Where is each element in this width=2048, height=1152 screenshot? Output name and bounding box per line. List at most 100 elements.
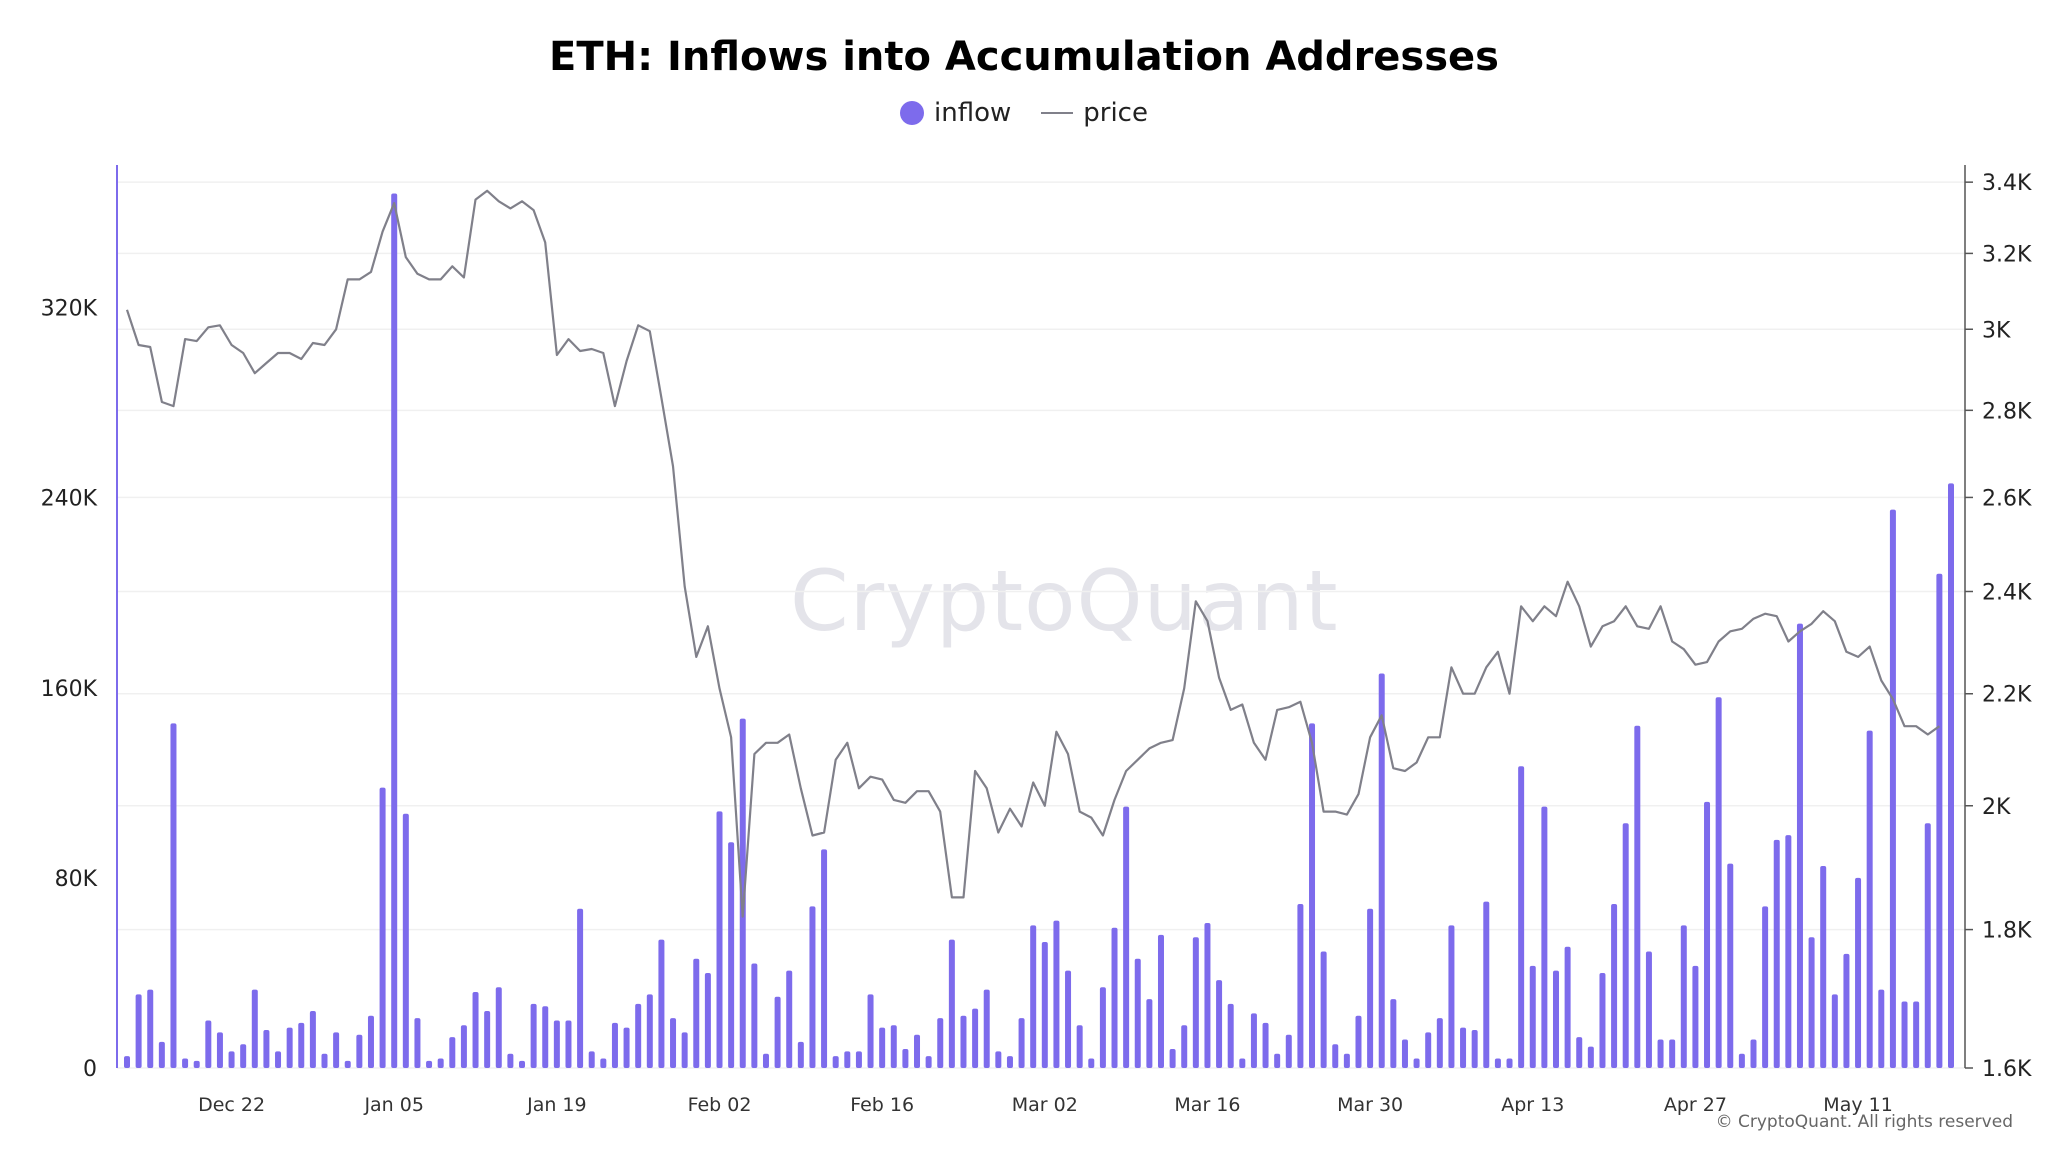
inflow-bar <box>681 1032 688 1068</box>
inflow-bar <box>1099 987 1106 1068</box>
inflow-bar <box>228 1051 235 1068</box>
inflow-bar <box>797 1041 804 1068</box>
inflow-bar <box>1157 934 1164 1068</box>
inflow-bar <box>1483 901 1490 1068</box>
inflow-bar <box>356 1034 363 1068</box>
inflow-bar <box>1367 908 1374 1068</box>
inflow-bar <box>1111 927 1118 1068</box>
inflow-bar <box>809 906 816 1068</box>
inflow-bar <box>1018 1018 1025 1068</box>
inflow-bar <box>1878 989 1885 1068</box>
inflow-bar <box>1506 1058 1513 1068</box>
inflow-bar <box>716 811 723 1068</box>
inflow-bar <box>1669 1039 1676 1068</box>
watermark: CryptoQuant <box>790 552 1339 650</box>
x-tick-label: Jan 19 <box>526 1094 587 1116</box>
legend-label-price: price <box>1083 98 1148 128</box>
inflow-bar <box>1448 925 1455 1068</box>
chart-title: ETH: Inflows into Accumulation Addresses <box>549 34 1499 80</box>
inflow-bar <box>1738 1053 1745 1068</box>
x-tick-label: Feb 02 <box>688 1094 752 1116</box>
inflow-bar <box>693 958 700 1068</box>
inflow-bar <box>577 908 584 1068</box>
inflow-bar <box>855 1051 862 1068</box>
legend-item-inflow[interactable]: inflow <box>900 98 1011 128</box>
inflow-bar <box>205 1020 212 1068</box>
axes: 0 80K 160K 240K 320K 1.6K 1.8K 2K 2.2K 2.4K 2.6K 2.… <box>41 165 2032 1116</box>
inflow-bar <box>879 1027 886 1068</box>
inflow-bar <box>728 842 735 1068</box>
inflow-bar <box>1425 1032 1432 1068</box>
legend: inflow price <box>0 98 2048 128</box>
inflow-bar <box>902 1048 909 1068</box>
inflow-bar <box>646 994 653 1068</box>
inflow-bar <box>1901 1001 1908 1068</box>
inflow-bar <box>391 193 398 1068</box>
inflow-bar <box>1948 483 1954 1068</box>
inflow-bar <box>1390 999 1397 1068</box>
inflow-bar <box>484 1010 491 1068</box>
inflow-bar <box>1820 866 1827 1068</box>
grid-layer <box>117 181 1965 1069</box>
inflow-bar <box>890 1025 897 1068</box>
x-tick-label: Feb 16 <box>850 1094 914 1116</box>
inflow-bar <box>937 1018 944 1068</box>
price-line <box>125 189 1941 918</box>
y-left-tick-label: 80K <box>55 867 98 892</box>
x-tick-label: May 11 <box>1823 1094 1893 1116</box>
price-line-layer <box>125 189 1941 918</box>
inflow-bar <box>553 1020 560 1068</box>
y-right-tick-label: 2.8K <box>1982 399 2032 424</box>
inflow-bar <box>1704 801 1711 1068</box>
inflow-bar <box>1494 1058 1501 1068</box>
inflow-bar <box>298 1022 305 1068</box>
inflow-bar <box>1239 1058 1246 1068</box>
inflow-bar <box>1680 925 1687 1068</box>
inflow-bar <box>1285 1034 1292 1068</box>
inflow-bar <box>1657 1039 1664 1068</box>
inflow-bar <box>588 1051 595 1068</box>
inflow-bar <box>1076 1025 1083 1068</box>
inflow-bar <box>821 849 828 1068</box>
inflow-bar <box>1006 1056 1013 1068</box>
inflow-bar <box>972 1008 979 1068</box>
inflow-bar <box>739 718 746 1068</box>
inflow-bar <box>1564 946 1571 1068</box>
inflow-bar <box>1192 937 1199 1068</box>
y-right-tick-label: 3.4K <box>1982 171 2032 196</box>
inflow-bar <box>1843 953 1850 1068</box>
inflow-bar <box>704 972 711 1068</box>
inflow-bar <box>333 1032 340 1068</box>
inflow-bar <box>1216 980 1223 1068</box>
inflow-bar <box>1831 994 1838 1068</box>
inflow-bar <box>507 1053 514 1068</box>
inflow-bar <box>1123 806 1130 1068</box>
inflow-bar <box>1750 1039 1757 1068</box>
inflow-bar <box>1773 839 1780 1068</box>
inflow-bar <box>414 1018 421 1068</box>
inflow-bar <box>309 1010 316 1068</box>
inflow-bar <box>1436 1018 1443 1068</box>
inflow-bar <box>751 963 758 1068</box>
y-left-tick-label: 240K <box>41 487 98 512</box>
inflow-bar <box>670 1018 677 1068</box>
inflow-bar <box>635 1003 642 1068</box>
inflow-bar <box>948 939 955 1068</box>
inflow-bar <box>158 1041 165 1068</box>
inflow-bar <box>1552 970 1559 1068</box>
inflow-bar <box>1146 999 1153 1068</box>
x-tick-label: Jan 05 <box>363 1094 424 1116</box>
inflow-bar <box>1645 951 1652 1068</box>
inflow-bar <box>1053 920 1060 1068</box>
y-left-tick-label: 160K <box>41 677 98 702</box>
legend-item-price[interactable]: price <box>1041 98 1148 128</box>
inflow-bar <box>844 1051 851 1068</box>
inflow-bar <box>124 1056 130 1068</box>
inflow-bar <box>925 1056 932 1068</box>
inflow-bar <box>240 1044 247 1068</box>
inflow-bar <box>1634 725 1641 1068</box>
legend-label-inflow: inflow <box>934 98 1012 128</box>
inflow-bar <box>623 1027 630 1068</box>
inflow-bar <box>1030 925 1037 1068</box>
inflow-bar <box>1460 1027 1467 1068</box>
